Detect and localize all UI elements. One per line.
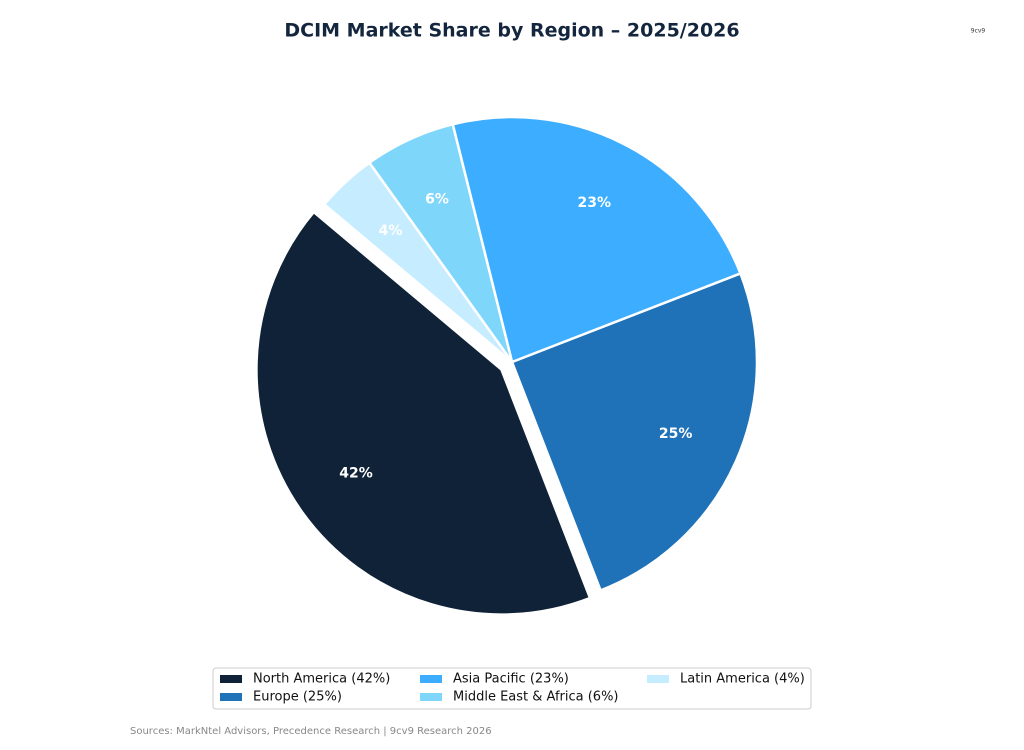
logo: 9cv9: [971, 28, 986, 35]
legend-swatch: [647, 675, 669, 683]
legend-swatch: [420, 675, 442, 683]
pie-slice: [451, 115, 743, 364]
pie-slice: [322, 161, 514, 363]
pie-slice: [255, 210, 592, 616]
slice-label: 4%: [379, 223, 403, 239]
slice-label: 42%: [339, 466, 373, 482]
slice-label: 23%: [578, 195, 612, 211]
pie-slice: [510, 271, 759, 593]
slice-label: 6%: [425, 192, 449, 208]
legend-swatch: [220, 675, 242, 683]
legend-label: Asia Pacific (23%): [453, 672, 569, 687]
source-note: Sources: MarkNtel Advisors, Precedence R…: [130, 726, 492, 737]
legend-label: Latin America (4%): [680, 672, 805, 687]
legend-label: North America (42%): [253, 672, 390, 687]
legend-label: Europe (25%): [253, 690, 342, 705]
legend-swatch: [220, 693, 242, 701]
legend-label: Middle East & Africa (6%): [453, 690, 619, 705]
slice-label: 25%: [659, 426, 693, 442]
chart-title: DCIM Market Share by Region – 2025/2026: [284, 20, 739, 42]
legend-swatch: [420, 693, 442, 701]
